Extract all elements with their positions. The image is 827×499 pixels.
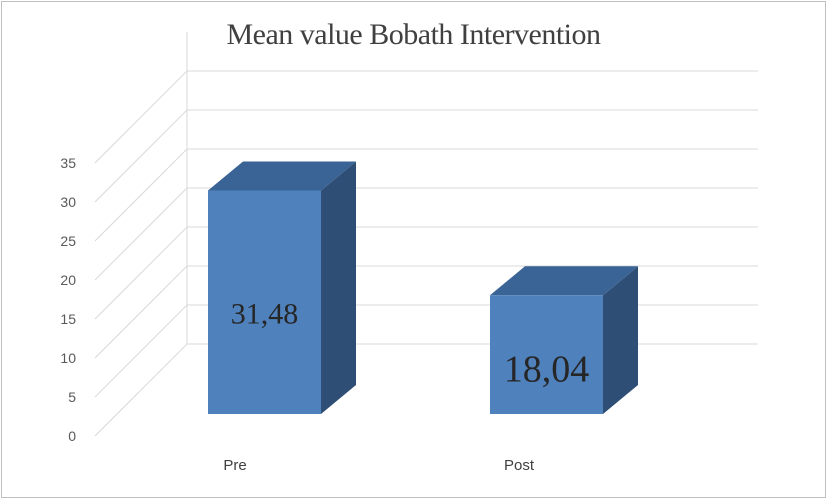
- y-tick-label: 15: [60, 311, 76, 327]
- y-tick-label: 30: [60, 194, 76, 210]
- gridline: [94, 343, 758, 437]
- y-tick-label: 20: [60, 272, 76, 288]
- y-tick-label: 5: [68, 389, 76, 405]
- bar-top: [208, 161, 356, 191]
- x-tick-label: Pre: [223, 457, 246, 474]
- x-tick-label: Post: [504, 457, 535, 474]
- data-label: 18,04: [504, 348, 590, 390]
- bar-top: [490, 266, 638, 296]
- chart-title: Mean value Bobath Intervention: [226, 18, 601, 51]
- y-tick-label: 0: [68, 428, 76, 444]
- bar-side: [321, 161, 356, 414]
- y-tick-label: 35: [60, 155, 76, 171]
- bar-side: [603, 266, 638, 414]
- y-tick-label: 25: [60, 233, 76, 249]
- y-tick-label: 10: [60, 350, 76, 366]
- bar: [490, 295, 603, 414]
- gridline: [94, 304, 758, 398]
- data-label: 31,48: [231, 297, 299, 330]
- bar: [208, 190, 321, 414]
